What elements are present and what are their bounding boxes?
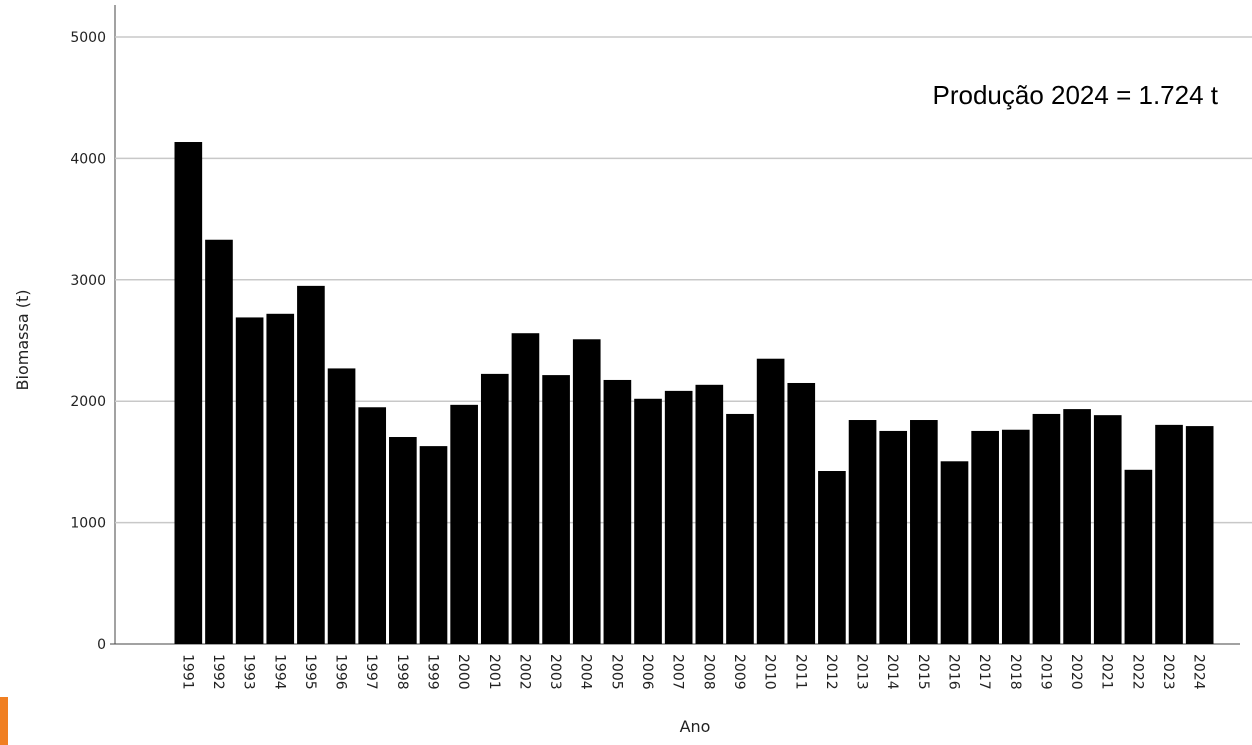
x-tick-label: 2013 — [854, 654, 870, 690]
x-tick-label: 2021 — [1099, 654, 1115, 690]
bar — [174, 142, 203, 645]
bar — [1093, 415, 1122, 644]
bar — [818, 471, 846, 644]
x-tick-label: 2009 — [731, 654, 747, 690]
bar — [940, 461, 969, 644]
x-tick-label: 2024 — [1191, 654, 1207, 690]
x-tick-label: 2020 — [1068, 654, 1084, 690]
x-tick-label: 1997 — [363, 654, 379, 690]
x-tick-label: 2004 — [578, 654, 594, 690]
x-tick-label: 1993 — [241, 654, 257, 690]
bar — [480, 373, 509, 644]
bar — [419, 446, 448, 644]
x-tick-label: 1994 — [271, 654, 287, 690]
y-tick-label: 5000 — [70, 30, 106, 46]
x-tick-label: 2011 — [792, 654, 808, 690]
x-tick-label: 2019 — [1037, 654, 1053, 690]
x-tick-label: 1995 — [302, 654, 318, 690]
x-axis-title: Ano — [680, 717, 711, 736]
x-tick-label: 2010 — [762, 654, 778, 690]
bar — [297, 285, 325, 644]
bar — [327, 368, 356, 644]
y-tick-label: 1000 — [70, 516, 106, 532]
x-tick-label: 2012 — [823, 654, 839, 690]
x-tick-label: 2000 — [455, 654, 471, 690]
y-tick-label: 4000 — [70, 151, 106, 167]
bar — [910, 420, 938, 644]
bar — [511, 333, 540, 644]
x-tick-label: 2005 — [608, 654, 624, 690]
x-tick-label: 2008 — [700, 654, 716, 690]
bar — [848, 420, 877, 644]
annotation: Produção 2024 = 1.724 t — [932, 80, 1218, 110]
y-tick-label: 3000 — [70, 273, 106, 289]
bar — [971, 430, 999, 644]
x-tick-label: 2015 — [915, 654, 931, 690]
bar — [1155, 424, 1183, 644]
x-tick-label: 1991 — [179, 654, 195, 690]
bar — [756, 358, 785, 644]
bar — [695, 384, 724, 644]
x-tick-label: 1999 — [425, 654, 441, 690]
y-tick-label: 2000 — [70, 394, 106, 410]
bar — [787, 382, 816, 644]
bar — [726, 413, 754, 644]
x-tick-label: 2003 — [547, 654, 563, 690]
bar — [1032, 413, 1061, 644]
x-tick-label: 2017 — [976, 654, 992, 690]
x-tick-label: 1996 — [333, 654, 349, 690]
x-tick-label: 2016 — [946, 654, 962, 690]
x-tick-label: 2006 — [639, 654, 655, 690]
bar — [572, 339, 601, 644]
bar — [603, 379, 632, 644]
x-tick-label: 2014 — [884, 654, 900, 690]
x-tick-label: 2007 — [670, 654, 686, 690]
x-tick-label: 1998 — [394, 654, 410, 690]
bar — [205, 239, 233, 644]
x-tick-label: 1992 — [210, 654, 226, 690]
bar — [1185, 426, 1214, 644]
x-tick-label: 2002 — [516, 654, 532, 690]
x-tick-label: 2001 — [486, 654, 502, 690]
bar — [634, 398, 662, 644]
decoration — [0, 697, 8, 745]
bar — [450, 404, 478, 644]
bar — [235, 317, 264, 644]
bar — [542, 375, 570, 644]
bar — [879, 430, 908, 644]
bar — [1063, 409, 1091, 644]
y-axis-title: Biomassa (t) — [13, 290, 32, 391]
y-tick-label: 0 — [97, 637, 106, 653]
bar — [1124, 469, 1153, 644]
bar — [358, 407, 387, 644]
bar — [266, 313, 295, 644]
x-tick-label: 2022 — [1129, 654, 1145, 690]
bar — [1001, 429, 1030, 644]
x-tick-label: 2023 — [1160, 654, 1176, 690]
bar — [389, 437, 417, 644]
bar — [664, 390, 693, 644]
x-tick-label: 2018 — [1007, 654, 1023, 690]
